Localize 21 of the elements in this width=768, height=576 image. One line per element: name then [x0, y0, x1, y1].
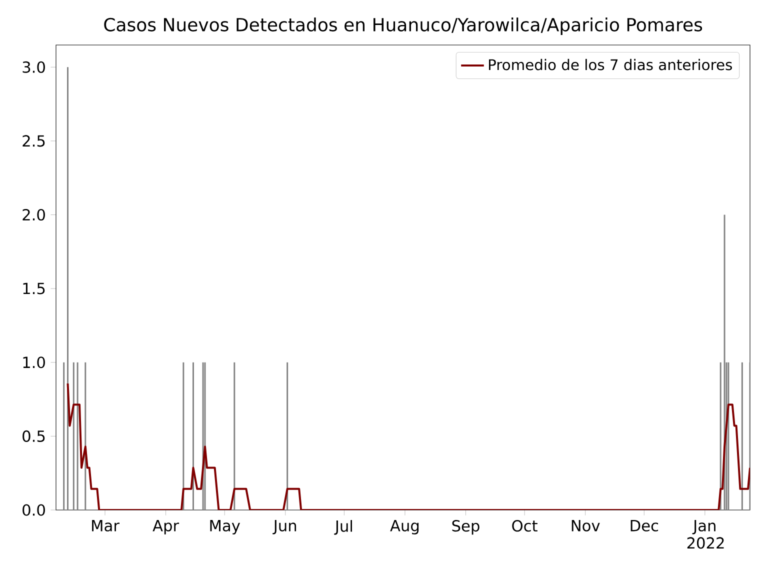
- x-tick-label: Jan 2022: [687, 520, 724, 549]
- x-tick-label: Sep: [452, 520, 480, 535]
- line-series: [66, 382, 750, 510]
- y-tick-label: 0.0: [22, 504, 45, 516]
- y-tick-label: 2.5: [22, 135, 45, 147]
- chart-title: Casos Nuevos Detectados en Huanuco/Yarowilca/Aparicio Pomares: [104, 18, 702, 35]
- x-tick-label: Jul: [334, 520, 352, 535]
- y-tick-label: 1.5: [23, 282, 45, 294]
- y-tick-label: 0.5: [22, 430, 45, 442]
- x-tick-label: Apr: [152, 520, 180, 534]
- legend-label: Promedio de los 7 dias anteriores: [488, 58, 732, 70]
- x-tick-label: Mar: [92, 520, 120, 532]
- x-tick-label: Dec: [630, 520, 658, 532]
- x-tick-label: May: [210, 520, 240, 534]
- y-tick-label: 3.0: [22, 61, 45, 73]
- x-tick-label: Oct: [512, 520, 538, 532]
- x-tick-label: Jun: [272, 520, 296, 534]
- x-tick-label: Nov: [572, 520, 600, 532]
- y-tick-label: 2.0: [22, 208, 45, 221]
- y-tick-label: 1.0: [23, 356, 45, 368]
- x-tick-label: Aug: [390, 520, 419, 534]
